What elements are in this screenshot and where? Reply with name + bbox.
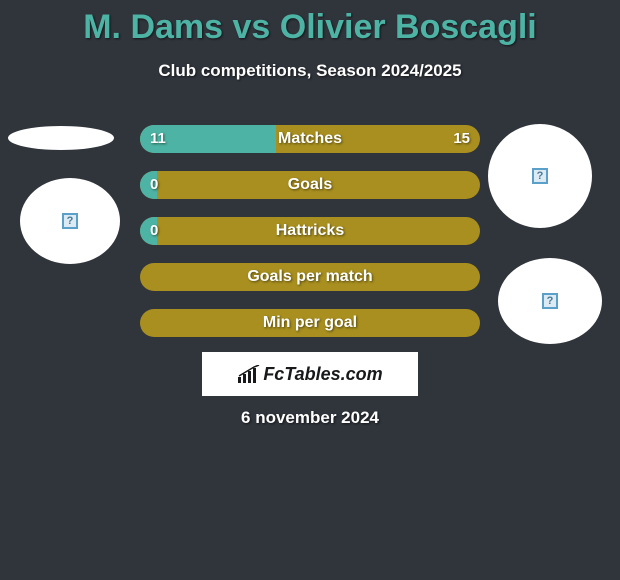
stat-value-right: 15: [453, 125, 470, 153]
question-glyph: ?: [547, 295, 554, 307]
date-text: 6 november 2024: [0, 408, 620, 428]
stats-container: 11 Matches 15 0 Goals 0 Hattricks Goals …: [140, 125, 480, 355]
stat-row: Goals per match: [140, 263, 480, 291]
stat-label: Goals per match: [140, 263, 480, 291]
placeholder-icon: ?: [532, 168, 548, 184]
placeholder-icon: ?: [542, 293, 558, 309]
question-glyph: ?: [537, 170, 544, 182]
brand-text: FcTables.com: [263, 364, 382, 385]
page-title: M. Dams vs Olivier Boscagli: [0, 0, 620, 47]
stat-row: 0 Goals: [140, 171, 480, 199]
stat-label: Goals: [140, 171, 480, 199]
player-avatar-right-1: ?: [488, 124, 592, 228]
player-avatar-right-2: ?: [498, 258, 602, 344]
placeholder-icon: ?: [62, 213, 78, 229]
stat-row: 11 Matches 15: [140, 125, 480, 153]
stat-row: Min per goal: [140, 309, 480, 337]
brand-box: FcTables.com: [202, 352, 418, 396]
stat-row: 0 Hattricks: [140, 217, 480, 245]
player-avatar-left: ?: [20, 178, 120, 264]
stat-label: Hattricks: [140, 217, 480, 245]
subtitle: Club competitions, Season 2024/2025: [0, 61, 620, 81]
stat-label: Matches: [140, 125, 480, 153]
brand-chart-icon: [237, 365, 261, 383]
question-glyph: ?: [67, 215, 74, 227]
stat-label: Min per goal: [140, 309, 480, 337]
decor-ellipse-top-left: [8, 126, 114, 150]
